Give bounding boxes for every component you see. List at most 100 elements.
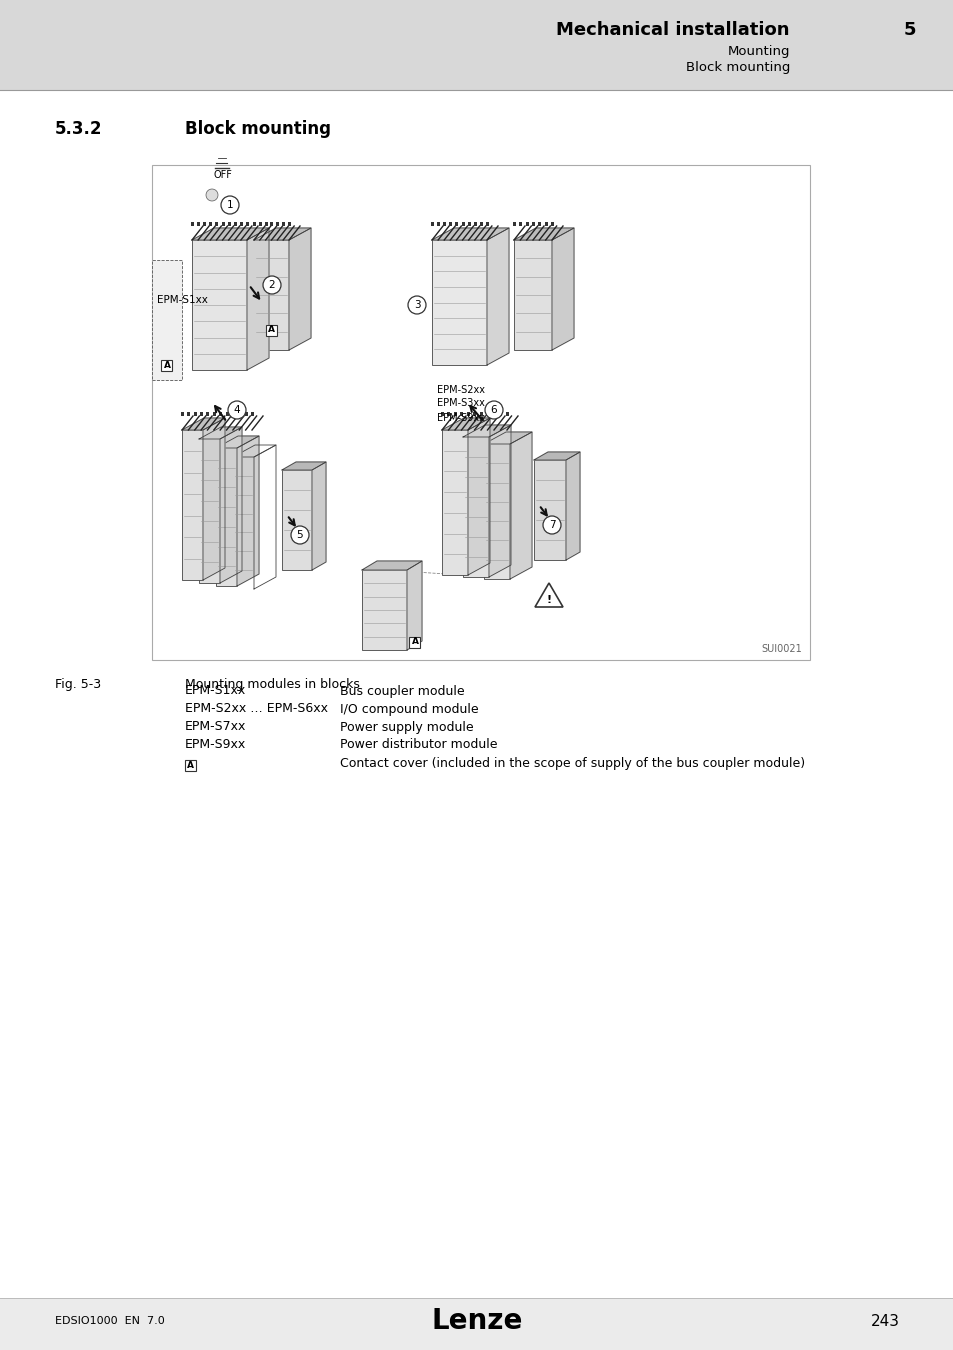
Bar (460, 412, 463, 416)
Bar (215, 221, 218, 225)
Polygon shape (552, 228, 574, 350)
Text: Power distributor module: Power distributor module (339, 738, 497, 752)
Bar (213, 412, 215, 416)
Bar (462, 437, 489, 576)
Circle shape (228, 401, 246, 418)
Polygon shape (199, 427, 242, 439)
Bar (239, 221, 243, 225)
Bar (443, 221, 446, 225)
Bar (454, 412, 456, 416)
Bar (473, 412, 476, 416)
Text: I/O compound module: I/O compound module (339, 702, 478, 716)
Bar (191, 221, 193, 225)
Bar (505, 412, 509, 416)
Bar (266, 324, 276, 336)
Polygon shape (486, 228, 509, 364)
Bar (513, 221, 516, 225)
Bar (493, 412, 496, 416)
Bar (485, 221, 489, 225)
Polygon shape (565, 452, 579, 560)
Text: 5.3.2: 5.3.2 (55, 120, 102, 138)
Bar (0, 0, 953, 90)
Bar (486, 412, 489, 416)
Text: A: A (411, 637, 418, 647)
Bar (152, 165, 809, 660)
Text: Power supply module: Power supply module (339, 721, 473, 733)
Bar (518, 221, 522, 225)
Polygon shape (534, 452, 579, 460)
Polygon shape (203, 418, 225, 580)
Bar (253, 240, 289, 350)
Bar (361, 570, 407, 649)
Bar (483, 444, 510, 579)
Polygon shape (441, 418, 490, 431)
Bar (221, 221, 224, 225)
Bar (253, 221, 255, 225)
Text: 7: 7 (548, 520, 555, 531)
Text: Block mounting: Block mounting (185, 120, 331, 138)
Bar (271, 221, 274, 225)
Bar (246, 221, 249, 225)
Bar (288, 221, 291, 225)
Text: Lenze: Lenze (431, 1307, 522, 1335)
Bar (449, 221, 452, 225)
Bar (534, 460, 565, 560)
Text: 2: 2 (269, 279, 275, 290)
Bar (537, 221, 540, 225)
Bar (479, 221, 482, 225)
Bar (551, 221, 554, 225)
Bar (152, 261, 182, 379)
Bar (479, 412, 482, 416)
Bar (282, 470, 312, 570)
Text: Mounting modules in blocks: Mounting modules in blocks (185, 678, 359, 691)
Bar (232, 412, 234, 416)
Bar (206, 412, 210, 416)
Polygon shape (253, 446, 275, 589)
Bar (161, 359, 172, 370)
Bar (455, 221, 458, 225)
Text: 4: 4 (233, 405, 240, 414)
Bar (499, 412, 502, 416)
Polygon shape (247, 228, 269, 370)
Text: EPM-S9xx: EPM-S9xx (185, 738, 246, 752)
Polygon shape (236, 436, 258, 586)
Text: 3: 3 (414, 300, 420, 310)
Polygon shape (432, 228, 509, 240)
Bar (203, 221, 206, 225)
Text: EPM-S9xx: EPM-S9xx (436, 413, 484, 423)
Polygon shape (215, 436, 258, 448)
Bar (264, 221, 268, 225)
Bar (431, 221, 434, 225)
Circle shape (206, 189, 218, 201)
Text: Mounting: Mounting (727, 46, 789, 58)
Text: A: A (163, 360, 171, 370)
Bar (199, 439, 220, 583)
Polygon shape (312, 462, 326, 570)
Polygon shape (289, 228, 311, 350)
Bar (258, 221, 261, 225)
Bar (532, 221, 535, 225)
Bar (409, 636, 420, 648)
Bar (209, 221, 213, 225)
Polygon shape (483, 432, 532, 444)
Text: 5: 5 (296, 531, 303, 540)
Bar (282, 221, 285, 225)
Circle shape (542, 516, 560, 535)
Polygon shape (468, 418, 490, 575)
Polygon shape (192, 228, 269, 240)
Text: EPM-S1xx: EPM-S1xx (185, 684, 246, 698)
Bar (219, 412, 222, 416)
Text: SUI0021: SUI0021 (760, 644, 801, 653)
Text: !: ! (546, 595, 551, 605)
Bar (525, 221, 528, 225)
Polygon shape (182, 418, 225, 431)
Text: 1: 1 (227, 200, 233, 211)
Polygon shape (462, 425, 511, 437)
Bar (233, 458, 253, 589)
Text: A: A (268, 325, 274, 335)
Text: A: A (187, 761, 193, 770)
Bar (193, 412, 196, 416)
Bar (461, 221, 464, 225)
Bar (467, 412, 470, 416)
Polygon shape (233, 446, 275, 458)
